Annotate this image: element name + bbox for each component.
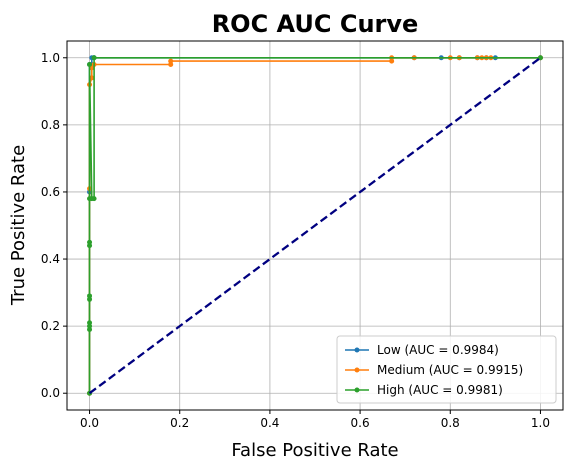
series-point [87,293,93,299]
legend-swatch-marker [354,347,360,353]
series-point [91,55,97,61]
x-tick-label: 0.2 [170,416,189,430]
y-tick-label: 0.8 [41,118,60,132]
series-point [168,58,174,64]
legend-swatch-marker [354,387,360,393]
legend-label: Medium (AUC = 0.9915) [377,363,523,377]
x-tick-label: 1.0 [531,416,550,430]
x-tick-label: 0.6 [351,416,370,430]
series-point [87,320,93,326]
y-tick-label: 0.0 [41,386,60,400]
x-tick-label: 0.4 [260,416,279,430]
legend: Low (AUC = 0.9984) Medium (AUC = 0.9915) H… [336,335,557,404]
series-point [91,196,97,202]
y-tick-label: 0.4 [41,252,60,266]
series-layer [87,55,543,396]
legend-swatch-marker [354,367,360,373]
plot-frame [66,40,564,411]
y-tick-label: 1.0 [41,51,60,65]
legend-box [336,335,557,404]
chart-title: ROC AUC Curve [212,10,419,38]
axis-ticks: 0.0 0.2 0.4 0.6 0.8 1.0 0.0 0.2 0.4 0.6 0.8 1.0 [41,51,550,430]
x-tick-label: 0.0 [80,416,99,430]
legend-label: Low (AUC = 0.9984) [377,343,499,357]
y-tick-label: 0.6 [41,185,60,199]
series-point [537,55,543,61]
series-point [87,61,93,67]
y-tick-label: 0.2 [41,319,60,333]
legend-label: High (AUC = 0.9981) [377,383,503,397]
series-point [87,239,93,245]
x-tick-label: 0.8 [441,416,460,430]
y-axis-label: True Positive Rate [8,145,29,306]
x-axis-label: False Positive Rate [231,440,398,461]
reference-diagonal [88,56,542,395]
